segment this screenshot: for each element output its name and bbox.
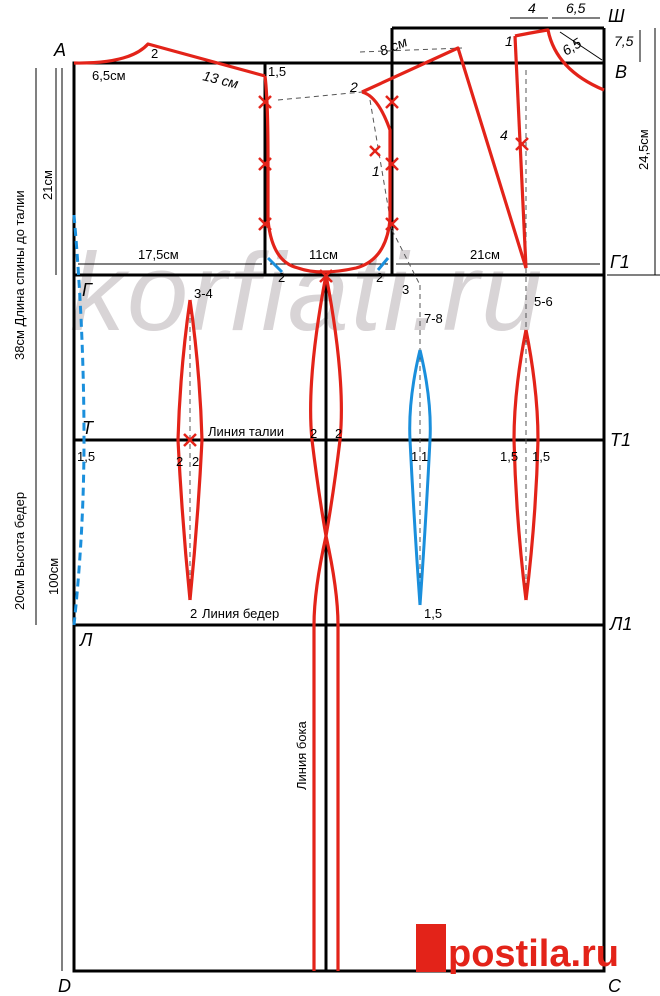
point-v: В <box>615 62 627 82</box>
armhole-blue-left <box>266 256 284 274</box>
point-t1: Т1 <box>610 430 631 450</box>
label-dart-front-15l: 1,5 <box>500 449 518 464</box>
side-dart-blue-left <box>408 349 422 606</box>
label-dart-back-34: 3-4 <box>194 286 213 301</box>
x-marker-8 <box>515 137 529 151</box>
back-dart-left <box>176 299 192 601</box>
front-dart-leg <box>513 35 528 269</box>
label-shoulder-length: 13 см <box>201 67 240 91</box>
label-armhole-bottom-right: 2 <box>376 270 383 285</box>
dimension-lines <box>35 17 660 971</box>
dash-armhole-3 <box>391 229 421 286</box>
front-neck <box>514 28 605 92</box>
label-dart-side-1r: 1 <box>421 449 428 464</box>
x-marker-5 <box>385 157 399 171</box>
measurement-labels: 6,5см 2 13 см 1,5 17,5см 11см 21см 8 см … <box>12 0 651 790</box>
label-dart-back-2r: 2 <box>192 454 199 469</box>
label-armhole-depth: 21см <box>40 170 55 200</box>
armhole-curve <box>263 75 392 274</box>
label-dart-front-15r: 1,5 <box>532 449 550 464</box>
label-back-width: 17,5см <box>138 247 179 262</box>
label-front-dart-1: 1 <box>505 33 513 49</box>
x-marker-4 <box>385 95 399 109</box>
label-front-pt-1a: 1 <box>372 163 380 179</box>
x-markers <box>183 95 529 447</box>
label-total-length: 100см <box>46 558 61 595</box>
label-side-line: Линия бока <box>294 720 309 790</box>
pattern-red-lines <box>73 28 605 971</box>
watermark-text: korfiati.ru <box>70 231 544 354</box>
x-marker-9 <box>183 433 197 447</box>
back-neck-shoulder <box>73 42 266 78</box>
dim-neck-diag <box>559 31 603 61</box>
label-armhole-width: 11см <box>309 247 338 262</box>
side-seam-right <box>309 274 340 971</box>
label-dart-side-1l: 1 <box>411 449 418 464</box>
label-waist-line: Линия талии <box>208 424 284 439</box>
label-back-length: 38см Длина спины до талии <box>12 190 27 360</box>
label-front-pt-2: 2 <box>349 79 358 95</box>
point-letters: А Ш В Г Г1 Т Т1 Л Л1 D С <box>53 6 632 996</box>
armhole-blue-right <box>376 257 390 271</box>
back-dart-right <box>188 299 204 601</box>
x-marker-6 <box>385 217 399 231</box>
label-top-65: 6,5 <box>566 0 586 16</box>
label-top-4: 4 <box>528 0 536 16</box>
front-dart-right <box>524 329 540 601</box>
x-marker-10 <box>319 269 333 283</box>
side-seam-left <box>312 274 343 971</box>
label-hip-side-15: 1,5 <box>424 606 442 621</box>
point-g1: Г1 <box>610 252 630 272</box>
side-dart-blue-right <box>418 349 432 606</box>
x-marker-2 <box>258 157 272 171</box>
point-c: С <box>608 976 622 996</box>
label-waist-side-2r: 2 <box>335 426 342 441</box>
label-armhole-back-top: 1,5 <box>268 64 286 79</box>
point-l: Л <box>79 630 93 650</box>
postila-logo: postila.ru <box>416 924 619 975</box>
label-front-dart-4: 4 <box>500 127 508 143</box>
point-sh: Ш <box>608 6 625 26</box>
point-l1: Л1 <box>609 614 632 634</box>
label-front-width: 21см <box>470 247 500 262</box>
label-waist-side-2l: 2 <box>310 426 317 441</box>
point-t: Т <box>82 418 95 438</box>
label-back-neck-width: 6,5см <box>92 68 126 83</box>
label-front-length: 24,5см <box>636 129 651 170</box>
label-hip-back-2: 2 <box>190 606 197 621</box>
label-top-75: 7,5 <box>614 33 634 49</box>
back-side-blue <box>72 214 86 626</box>
point-a: А <box>53 40 66 60</box>
point-g: Г <box>82 280 93 300</box>
label-hip-height: 20см Высота бедер <box>12 492 27 610</box>
dash-shoulder <box>359 47 463 53</box>
label-armhole-bottom-left: 2 <box>278 270 285 285</box>
point-d: D <box>58 976 71 996</box>
label-dart-side-78: 7-8 <box>424 311 443 326</box>
x-marker-3 <box>258 217 272 231</box>
label-armhole-3: 3 <box>402 282 409 297</box>
x-marker-1 <box>258 95 272 109</box>
label-neck-65: 6,5 <box>559 35 584 59</box>
dash-front-armhole <box>369 99 393 231</box>
label-back-side-15: 1,5 <box>77 449 95 464</box>
front-shoulder-dart <box>361 46 528 269</box>
label-hip-line: Линия бедер <box>202 606 279 621</box>
postila-logo-mark <box>416 924 446 972</box>
label-back-neck-rise: 2 <box>151 46 158 61</box>
postila-logo-text: postila.ru <box>448 933 619 975</box>
label-dart-back-2l: 2 <box>176 454 183 469</box>
label-dart-front-56: 5-6 <box>534 294 553 309</box>
pattern-blue-lines <box>72 214 432 626</box>
x-marker-7 <box>369 145 381 157</box>
front-dart-left <box>512 329 528 601</box>
